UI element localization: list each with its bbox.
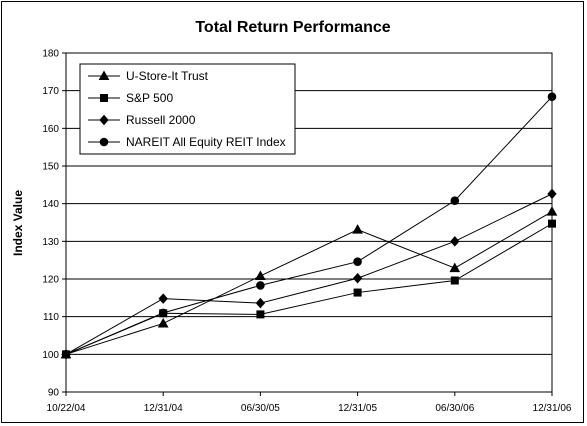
series-line <box>65 193 553 355</box>
y-tick-label: 170 <box>42 86 59 97</box>
legend-label: U-Store-It Trust <box>126 69 209 83</box>
data-point-square <box>548 219 556 228</box>
x-tick-label: 12/31/05 <box>338 403 377 414</box>
series-3 <box>61 92 557 359</box>
series-line <box>65 211 553 355</box>
x-tick-label: 10/22/04 <box>47 403 86 414</box>
series-1 <box>62 219 556 359</box>
data-point-triangle <box>157 317 169 328</box>
legend-label: S&P 500 <box>126 91 173 105</box>
data-point-triangle <box>449 262 461 273</box>
data-point-circle <box>256 281 265 290</box>
series-line <box>65 96 553 355</box>
data-point-triangle <box>546 206 558 216</box>
legend-item: Russell 2000 <box>88 113 196 127</box>
data-point-diamond <box>547 188 557 200</box>
x-tick-label: 06/30/06 <box>435 403 474 414</box>
series-0 <box>60 206 558 359</box>
y-tick-label: 90 <box>48 388 60 399</box>
data-point-circle <box>353 257 362 266</box>
y-tick-label: 100 <box>42 350 59 361</box>
x-tick-label: 12/31/06 <box>533 403 572 414</box>
grid-lines <box>66 90 552 355</box>
series-line <box>65 223 553 355</box>
y-axis-label: Index Value <box>11 190 25 256</box>
legend-label: Russell 2000 <box>126 113 196 127</box>
legend-marker-square <box>100 94 108 102</box>
data-point-diamond <box>255 297 266 309</box>
y-tick-label: 110 <box>43 312 59 323</box>
legend-item: U-Store-It Trust <box>88 69 209 83</box>
data-point-triangle <box>352 224 363 234</box>
legend-marker-triangle <box>98 70 110 80</box>
x-tick-label: 06/30/05 <box>241 403 280 414</box>
data-point-diamond <box>450 236 460 247</box>
y-tick-label: 140 <box>42 199 59 210</box>
data-point-square <box>450 276 459 285</box>
legend-item: S&P 500 <box>88 91 173 105</box>
series-2 <box>61 188 557 360</box>
y-tick-label: 160 <box>42 124 59 135</box>
data-point-square <box>256 310 265 319</box>
y-tick-label: 180 <box>42 49 59 60</box>
legend-item: NAREIT All Equity REIT Index <box>88 135 286 149</box>
y-tick-labels: 90 100 110 120 130 140 150 160 170 180 <box>42 49 59 399</box>
data-point-circle <box>547 92 557 101</box>
legend-label: NAREIT All Equity REIT Index <box>126 135 286 149</box>
legend-box <box>79 63 296 155</box>
legend-marker-diamond <box>99 114 109 126</box>
data-point-circle <box>158 308 168 318</box>
data-point-triangle <box>255 270 266 280</box>
x-tick-label: 12/31/04 <box>144 403 183 414</box>
data-point-diamond <box>158 293 168 304</box>
data-point-circle <box>450 196 460 205</box>
data-point-diamond <box>352 272 363 284</box>
legend-marker-circle <box>99 137 109 147</box>
chart-title: Total Return Performance <box>195 19 390 36</box>
series-group <box>60 92 558 360</box>
y-tick-label: 120 <box>42 275 59 286</box>
y-tick-label: 130 <box>42 237 59 248</box>
data-point-circle <box>61 350 71 359</box>
legend: U-Store-It Trust S&P 500 Russell 2000 NAREI… <box>79 63 296 155</box>
y-tick-label: 150 <box>42 162 59 173</box>
data-point-square <box>353 288 362 297</box>
x-tick-labels: 10/22/04 12/31/04 06/30/05 12/31/05 06/30/06… <box>47 403 572 414</box>
